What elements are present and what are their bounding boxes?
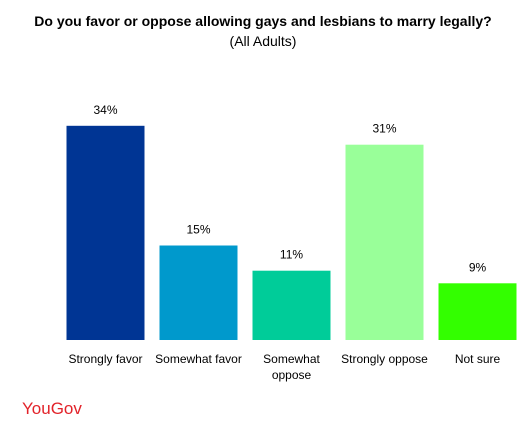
- x-tick-label: Strongly oppose: [341, 352, 428, 366]
- value-label: 31%: [372, 122, 396, 136]
- value-label: 9%: [469, 260, 487, 274]
- logo: YouGov: [22, 399, 82, 418]
- x-tick-label: Strongly favor: [68, 352, 143, 366]
- bar: [252, 270, 331, 340]
- chart-subtitle: (All Adults): [230, 33, 297, 49]
- x-tick-label: Somewhat favor: [155, 352, 242, 366]
- bar: [345, 144, 424, 340]
- chart-title: Do you favor or oppose allowing gays and…: [34, 13, 491, 29]
- x-tick-label: Somewhat oppose: [263, 352, 320, 382]
- x-tick-label: Not sure: [454, 352, 501, 366]
- bar: [159, 245, 238, 340]
- bar: [66, 125, 145, 340]
- value-label: 34%: [93, 103, 117, 117]
- value-label: 15%: [186, 223, 210, 237]
- bar: [438, 283, 517, 340]
- value-label: 11%: [280, 248, 303, 262]
